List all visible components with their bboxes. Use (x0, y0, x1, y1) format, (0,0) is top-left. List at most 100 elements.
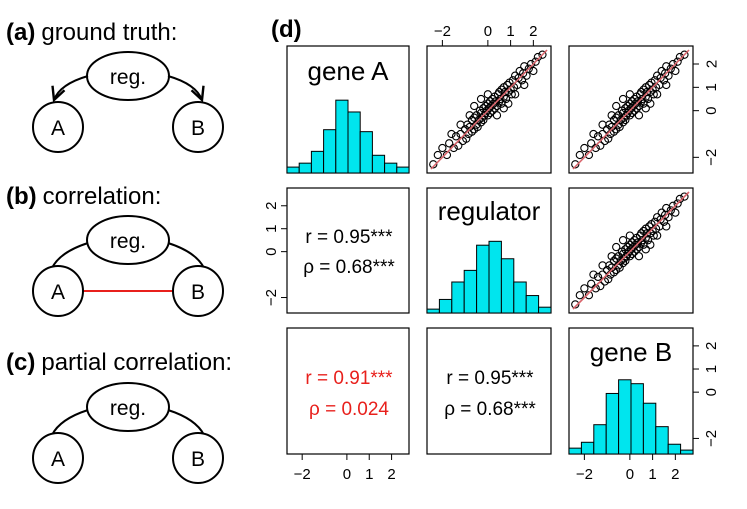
x-tick-label: −2 (294, 466, 311, 483)
node-regulator (86, 382, 170, 432)
scatter-point (465, 111, 474, 120)
y-tick-label: 1 (703, 83, 720, 91)
scatter-point (675, 52, 685, 62)
panel-a-title: (a) ground truth: (6, 19, 177, 46)
scatter-plots (429, 49, 690, 310)
x-tick-label: 0 (626, 466, 634, 483)
panel-a: (a) ground truth: reg. A B (6, 19, 224, 153)
scatter-point (470, 101, 479, 111)
hist-bar (426, 308, 440, 314)
node-a (32, 432, 84, 484)
scatter-point (671, 66, 680, 76)
x-tick-label: 2 (387, 466, 395, 483)
x-tick-label: −2 (576, 466, 593, 483)
scatter-point (587, 139, 596, 148)
y-tick-label: 0 (703, 388, 720, 396)
scatter-point (666, 64, 675, 73)
scatter-point (612, 101, 621, 111)
scatter-point (598, 120, 607, 129)
hist-bar (488, 240, 502, 314)
node-b-label: B (191, 448, 205, 471)
node-a-label: A (51, 281, 65, 304)
scatter-point (666, 206, 675, 215)
y-tick-label: 2 (703, 342, 720, 350)
stat-r-reg-b: r = 0.95*** (446, 368, 534, 389)
fit-line (430, 49, 548, 170)
scatter-point (492, 111, 502, 120)
node-a-label: A (51, 117, 65, 140)
edge-reg-b (167, 409, 205, 436)
y-tick-label: 0 (703, 106, 720, 114)
hist-bar (323, 129, 337, 174)
hist-bar (359, 131, 373, 174)
scatter-point (591, 143, 600, 153)
scatter-point (438, 143, 447, 153)
node-regulator-label: reg. (110, 66, 146, 89)
scatter-point (531, 57, 540, 66)
hist-bar (618, 379, 632, 455)
scatter-point (511, 90, 520, 99)
hist-bar (298, 162, 312, 174)
scatter-point (634, 111, 644, 120)
scatter-point (571, 160, 580, 169)
scatter-point (499, 104, 508, 113)
diag-label-gene-b: gene B (590, 337, 672, 367)
node-b (172, 432, 224, 484)
scatter-point (580, 284, 589, 293)
scatter-point (641, 233, 650, 243)
scatter-point (618, 236, 628, 245)
hist-bar (642, 402, 657, 455)
x-tick-label: 2 (529, 23, 537, 40)
scatter-point (571, 300, 580, 309)
arrow-reg-to-b (167, 75, 202, 100)
hist-bar (580, 441, 595, 455)
hist-bar (593, 424, 607, 455)
scatter-point (520, 80, 529, 90)
hist-bar (371, 154, 386, 174)
hist-bar (605, 392, 620, 455)
cell-3-1 (286, 327, 410, 455)
scatter-point (593, 272, 603, 282)
hist-bar (347, 111, 361, 174)
scatter-point (584, 291, 594, 300)
scatter-point (580, 143, 589, 153)
hist-bar (655, 426, 669, 455)
scatter-point (533, 52, 543, 62)
scatter-point (593, 132, 603, 141)
scatter-point (591, 284, 600, 293)
scatter-point (625, 90, 635, 99)
y-tick-label: 0 (263, 247, 280, 255)
scatter-point (673, 57, 682, 66)
panel-b-title: (b) correlation: (6, 183, 161, 210)
node-a (32, 265, 84, 317)
x-tick-label: 1 (365, 466, 373, 483)
scatter-point (429, 160, 438, 169)
hist-bar (384, 162, 398, 174)
scatter-point (504, 99, 513, 108)
scatter-point (634, 252, 644, 261)
scatter-point (462, 134, 471, 143)
node-b-label: B (191, 281, 205, 304)
hist-bar (451, 281, 465, 314)
scatter-point (589, 129, 598, 139)
scatter-point (584, 150, 594, 160)
scatter-point (653, 90, 662, 99)
node-b-label: B (191, 117, 205, 140)
arrow-reg-to-a (54, 75, 89, 100)
hist-bar (680, 449, 694, 455)
hist-bar (538, 306, 552, 314)
scatter-point (529, 66, 538, 76)
scatter-point (641, 245, 650, 254)
edge-reg-b (167, 242, 205, 269)
scatter-point (476, 94, 486, 104)
node-regulator (86, 215, 170, 265)
scatter-point (433, 150, 442, 160)
scatter-point (612, 242, 621, 252)
scatter-point (575, 291, 584, 300)
scatter-point (449, 143, 458, 153)
stat-rho-partial: ρ = 0.024 (309, 399, 389, 420)
scatter-point (680, 50, 689, 59)
scatter-point (456, 120, 465, 129)
scatter-point (607, 111, 616, 120)
